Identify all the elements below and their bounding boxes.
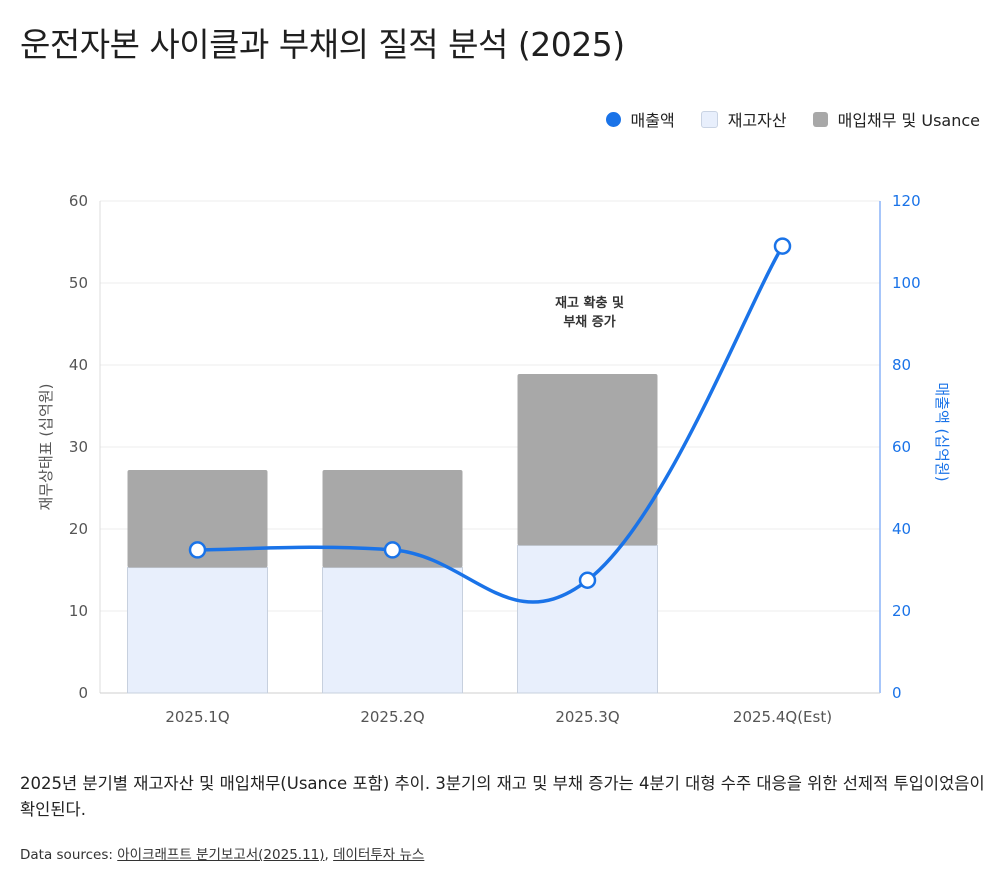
y2-tick-label: 60 [892,438,911,456]
legend-item-payables[interactable]: 매입채무 및 Usance [812,107,980,131]
legend-label-revenue: 매출액 [630,111,675,130]
source-link-news[interactable]: 데이터투자 뉴스 [333,847,425,863]
revenue-point [773,237,792,255]
y2-tick-label: 100 [892,274,921,292]
x-tick-label: 2025.3Q [555,708,619,726]
y-tick-label: 20 [69,520,88,538]
sources-label: Data sources: [20,847,113,863]
x-tick-label: 2025.1Q [165,708,229,726]
legend-item-inventory[interactable]: 재고자산 [700,107,787,131]
revenue-point [383,541,402,559]
x-tick-label: 2025.2Q [360,708,424,726]
y-tick-label: 0 [78,684,88,702]
y2-tick-label: 0 [892,684,902,702]
y-tick-label: 30 [69,438,88,456]
y-tick-label: 60 [69,192,88,210]
legend-label-inventory: 재고자산 [727,111,787,130]
revenue-point [578,571,597,589]
combo-chart: 0 10 20 30 40 50 60 0 20 40 60 80 100 120 2025.1Q 2025.… [37,192,951,726]
data-sources: Data sources: 아이크래프트 분기보고서(2025.11), 데이터… [20,847,425,863]
legend: 매출액 재고자산 매입채무 및 Usance [605,107,980,131]
y-tick-label: 50 [69,274,88,292]
annotation-text: 재고 확충 및 [555,295,624,311]
legend-label-payables: 매입채무 및 Usance [837,111,980,130]
annotation-text: 부채 증가 [563,315,615,330]
legend-item-revenue[interactable]: 매출액 [605,107,675,131]
bar-inventory [517,544,658,694]
revenue-point [188,541,207,559]
legend-swatch-inventory [700,110,718,128]
y2-tick-label: 120 [892,192,921,210]
y2-tick-label: 40 [892,520,911,538]
bar-payables [517,374,658,546]
revenue-line [195,244,785,604]
y2-axis-title: 매출액 (십억원) [933,382,951,481]
bar-inventory [127,567,268,694]
bar-inventory [322,567,463,694]
y-tick-label: 10 [69,602,88,620]
y-tick-label: 40 [69,356,88,374]
x-tick-label: 2025.4Q(Est) [733,708,832,726]
legend-swatch-payables [812,111,828,127]
bar-payables [127,469,268,568]
bar-payables [322,469,463,568]
chart-title: 운전자본 사이클과 부채의 질적 분석 (2025) [20,25,625,64]
source-link-report[interactable]: 아이크래프트 분기보고서(2025.11) [117,847,325,863]
y-axis-title: 재무상태표 (십억원) [37,384,55,511]
y2-tick-label: 20 [892,602,911,620]
y2-tick-label: 80 [892,356,911,374]
chart-caption: 2025년 분기별 재고자산 및 매입채무(Usance 포함) 추이. 3분기… [20,774,985,819]
legend-swatch-revenue [605,111,621,127]
